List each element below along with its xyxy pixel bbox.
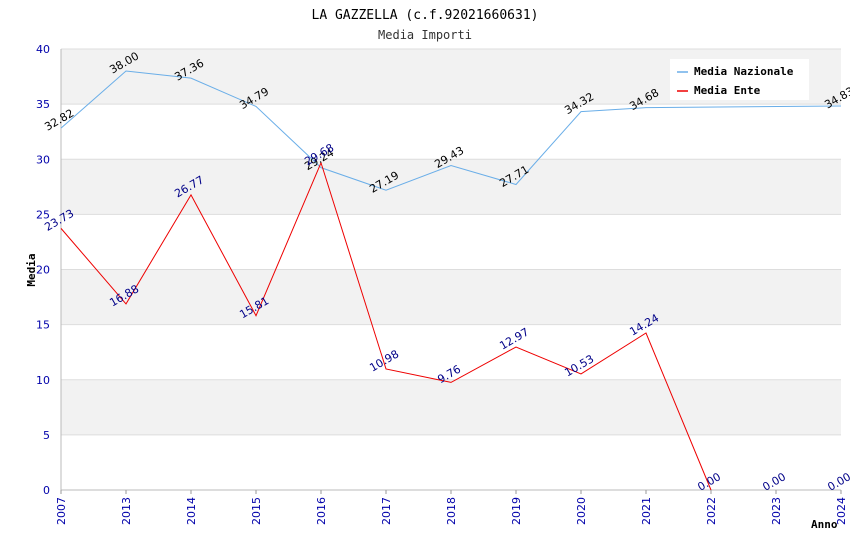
x-axis-label: Anno — [811, 518, 838, 531]
band — [61, 214, 841, 270]
band — [61, 269, 841, 325]
y-axis-label: Media — [25, 253, 38, 286]
background-bands — [61, 49, 841, 490]
series-line-media-nazionale — [60, 70, 842, 191]
legend-box — [670, 59, 809, 100]
y-tick-label: 20 — [36, 264, 50, 277]
x-tick-label: 2007 — [55, 497, 68, 525]
band — [61, 104, 841, 160]
x-tick-label: 2024 — [835, 497, 848, 525]
x-tick-label: 2016 — [315, 497, 328, 525]
band — [61, 434, 841, 490]
y-tick-label: 10 — [36, 374, 50, 387]
legend: Media Nazionale Media Ente — [670, 59, 809, 100]
y-tick-label: 35 — [36, 98, 50, 111]
band — [61, 324, 841, 380]
legend-label-media-nazionale: Media Nazionale — [694, 65, 794, 78]
chart-title: LA GAZZELLA (c.f.92021660631) — [312, 8, 539, 23]
y-tick-label: 15 — [36, 319, 50, 332]
x-tick-label: 2015 — [250, 497, 263, 525]
y-tick-label: 5 — [43, 429, 50, 442]
series-line-media-ente — [60, 161, 712, 491]
y-tick-label: 30 — [36, 153, 50, 166]
band — [61, 159, 841, 215]
x-tick-label: 2020 — [575, 497, 588, 525]
x-tick-label: 2023 — [770, 497, 783, 525]
y-tick-label: 40 — [36, 43, 50, 56]
x-axis-ticks: 2007 2013 2014 2015 2016 2017 2018 2019 2020 2021… — [55, 490, 848, 525]
x-tick-label: 2013 — [120, 497, 133, 525]
y-axis-ticks: 0 5 10 15 20 25 30 35 40 — [36, 43, 50, 497]
x-tick-label: 2017 — [380, 497, 393, 525]
x-tick-label: 2022 — [705, 497, 718, 525]
series-layer — [60, 70, 842, 491]
x-tick-label: 2021 — [640, 497, 653, 525]
x-tick-label: 2018 — [445, 497, 458, 525]
legend-label-media-ente: Media Ente — [694, 84, 761, 97]
y-tick-label: 0 — [43, 484, 50, 497]
x-tick-label: 2014 — [185, 497, 198, 525]
chart-subtitle: Media Importi — [378, 28, 472, 42]
y-tick-label: 25 — [36, 208, 50, 221]
band — [61, 379, 841, 435]
x-tick-label: 2019 — [510, 497, 523, 525]
